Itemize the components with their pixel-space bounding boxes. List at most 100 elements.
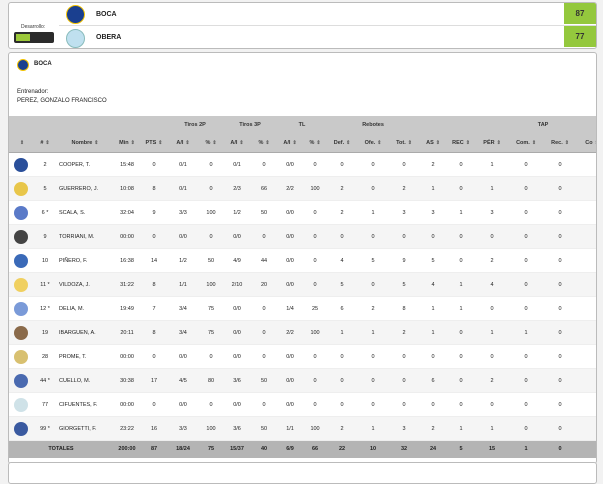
stat-cell: 100 xyxy=(199,416,224,441)
stat-cell: 10 xyxy=(33,248,57,273)
stat-cell: 0 xyxy=(303,368,328,393)
stat-cell: 4 xyxy=(327,248,358,273)
stat-cell: 6 xyxy=(327,296,358,321)
column-header[interactable]: PTS xyxy=(141,133,167,153)
column-header[interactable]: A/I xyxy=(223,133,252,153)
column-header[interactable]: # xyxy=(33,133,57,153)
player-photo-cell xyxy=(9,152,33,177)
column-header[interactable]: A/I xyxy=(277,133,304,153)
stat-cell xyxy=(577,416,596,441)
stat-cell: 0 xyxy=(509,224,544,249)
stat-cell xyxy=(577,152,596,177)
stat-cell: 8 xyxy=(389,296,420,321)
sort-header[interactable] xyxy=(9,133,33,153)
total-cell: 5 xyxy=(459,446,463,453)
stat-cell: 0 xyxy=(447,368,476,393)
stat-cell: 17 xyxy=(141,368,167,393)
stat-cell: 0 xyxy=(199,152,224,177)
credit: Desarrollo: xyxy=(21,24,46,30)
column-header[interactable]: % xyxy=(199,133,224,153)
stat-cell: 9 xyxy=(389,248,420,273)
player-photo-cell xyxy=(9,416,33,441)
stat-cell: 8 xyxy=(141,272,167,297)
column-header[interactable]: A/I xyxy=(167,133,199,153)
column-header[interactable]: PÉR xyxy=(475,133,510,153)
column-header[interactable]: AS xyxy=(419,133,448,153)
player-name: PROME, T. xyxy=(57,344,113,369)
stat-cell: 3 xyxy=(389,200,420,225)
stat-cell: 2 xyxy=(475,368,510,393)
player-row: 11 * VILDOZA, J. 31:22 8 1/1 100 2/10 20 0/0 0 5 0 5… xyxy=(9,272,596,297)
stat-cell: 0 xyxy=(543,200,578,225)
stat-cell: 50 xyxy=(251,368,278,393)
stat-cell: 0 xyxy=(543,224,578,249)
column-header[interactable]: Nombre xyxy=(57,133,113,153)
stat-cell xyxy=(577,224,596,249)
column-header[interactable]: Rec. xyxy=(543,133,578,153)
stat-cell: 4 xyxy=(419,272,448,297)
divider xyxy=(59,25,596,26)
stat-cell: 32:04 xyxy=(113,200,141,225)
stat-cell: 3/6 xyxy=(223,416,252,441)
stat-cell: 20:11 xyxy=(113,320,141,345)
stat-cell: 0/0 xyxy=(223,296,252,321)
stat-cell: 100 xyxy=(199,200,224,225)
stat-cell: 5 xyxy=(357,248,390,273)
stat-cell: 0/0 xyxy=(167,224,199,249)
column-header[interactable]: % xyxy=(303,133,328,153)
stat-cell: 0 xyxy=(447,152,476,177)
stat-cell: 0 xyxy=(509,272,544,297)
column-header[interactable]: Com. xyxy=(509,133,544,153)
stat-cell: 0/0 xyxy=(277,344,304,369)
player-photo-cell xyxy=(9,272,33,297)
column-header[interactable]: Def. xyxy=(327,133,358,153)
stat-cell: 15:48 xyxy=(113,152,141,177)
stat-cell: 1 xyxy=(447,416,476,441)
header-row: #NombreMinPTSA/I%A/I%A/I%Def.Ofe.Tot.ASR… xyxy=(9,133,596,153)
stat-cell: 0 xyxy=(543,416,578,441)
stat-cell: 2 xyxy=(357,296,390,321)
stat-cell xyxy=(577,272,596,297)
player-photo xyxy=(14,229,28,244)
total-cell: 66 xyxy=(311,446,319,453)
stat-cell xyxy=(577,344,596,369)
player-photo xyxy=(14,277,28,292)
stat-cell: 0 xyxy=(389,368,420,393)
player-photo-cell xyxy=(9,248,33,273)
group-header xyxy=(9,116,167,133)
column-header[interactable]: Min xyxy=(113,133,141,153)
stat-cell: 0 xyxy=(141,344,167,369)
column-header[interactable]: Co xyxy=(577,133,596,153)
column-header[interactable]: REC xyxy=(447,133,476,153)
total-cell: 24 xyxy=(429,446,437,453)
stat-cell: 0 xyxy=(389,224,420,249)
stat-cell: 0 xyxy=(543,320,578,345)
stat-cell: 0 xyxy=(543,152,578,177)
stat-cell: 100 xyxy=(303,416,328,441)
stat-cell: 5 xyxy=(327,272,358,297)
team-score: 87 xyxy=(564,3,596,24)
player-photo xyxy=(14,325,28,340)
stat-cell: 0 xyxy=(357,152,390,177)
player-name: SCALA, S. xyxy=(57,200,113,225)
total-cell: 32 xyxy=(400,446,408,453)
group-header xyxy=(419,116,509,133)
stat-cell: 0/0 xyxy=(223,224,252,249)
stat-cell: 0 xyxy=(447,176,476,201)
stat-cell: 1 xyxy=(327,320,358,345)
team-name: BOCA xyxy=(96,11,117,18)
stat-cell: 1/2 xyxy=(223,200,252,225)
column-header[interactable]: Ofe. xyxy=(357,133,390,153)
stat-cell: 0 xyxy=(543,392,578,417)
column-header[interactable]: Tot. xyxy=(389,133,420,153)
stat-cell: 0/0 xyxy=(223,392,252,417)
player-name: CUELLO, M. xyxy=(57,368,113,393)
player-row: 44 * CUELLO, M. 30:38 17 4/5 80 3/6 50 0/0 0 0 0 0 6 0… xyxy=(9,368,596,393)
stat-cell xyxy=(577,320,596,345)
stat-cell: 11 * xyxy=(33,272,57,297)
stat-cell: 3/6 xyxy=(223,368,252,393)
stat-cell: 0 xyxy=(509,200,544,225)
stat-cell: 0/1 xyxy=(167,152,199,177)
stat-cell: 5 xyxy=(419,248,448,273)
column-header[interactable]: % xyxy=(251,133,278,153)
